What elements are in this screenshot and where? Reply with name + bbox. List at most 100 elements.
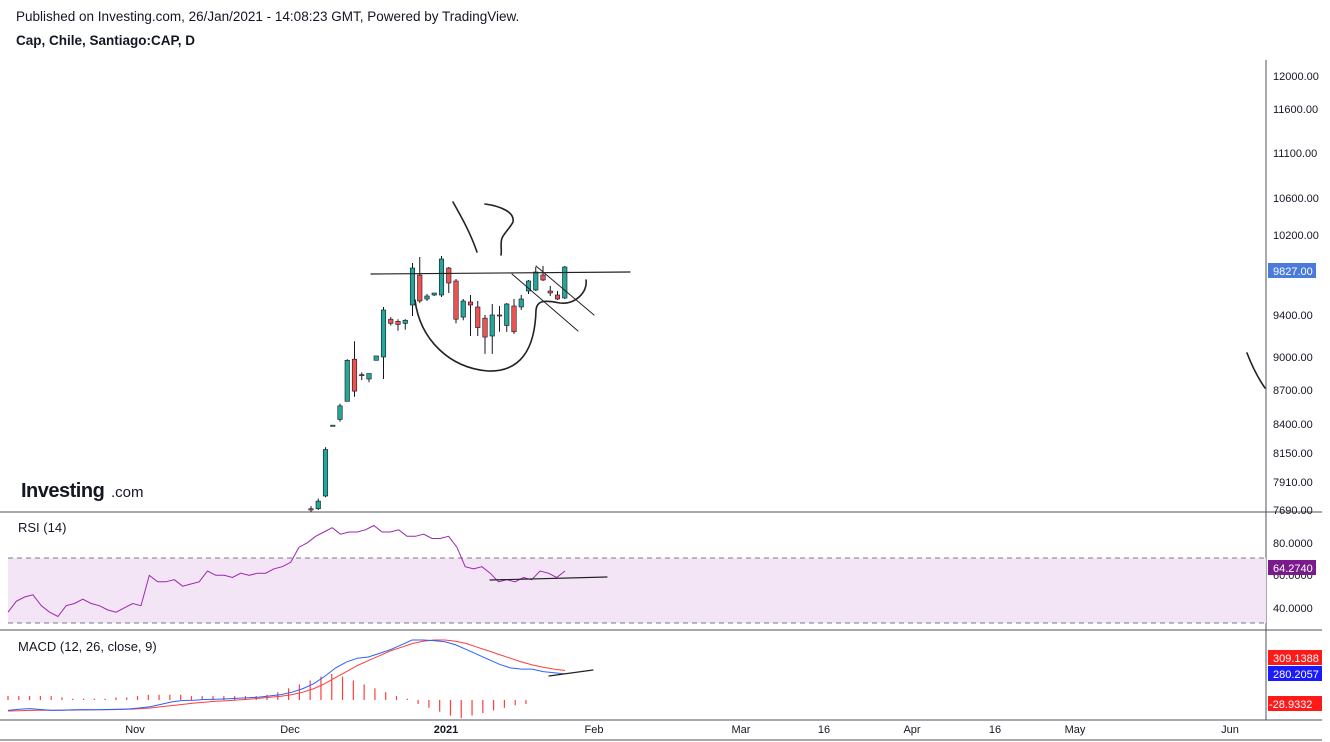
rsi-line xyxy=(7,524,566,618)
macd-title: MACD (12, 26, close, 9) xyxy=(18,639,157,654)
instrument-title: Cap, Chile, Santiago:CAP, D xyxy=(16,33,196,48)
rsi-series xyxy=(7,524,566,618)
candle-body-up xyxy=(380,309,387,358)
candle-body-up xyxy=(366,373,372,380)
candle-body-up xyxy=(373,355,379,361)
candle xyxy=(330,424,336,427)
last-price-badge xyxy=(1268,263,1316,278)
candle-body-up xyxy=(533,271,539,291)
candle-body-down xyxy=(547,290,553,294)
resistance-line[interactable] xyxy=(370,271,631,275)
candle xyxy=(380,307,387,379)
candle xyxy=(359,372,365,381)
candle-body-up xyxy=(431,292,437,296)
price-tick: 11100.00 xyxy=(1273,148,1317,160)
candle xyxy=(504,303,510,332)
price-tick: 9000.00 xyxy=(1273,352,1313,364)
price-tick: 7910.00 xyxy=(1273,477,1313,489)
candle-body-down xyxy=(446,267,452,284)
time-tick: Apr xyxy=(903,724,920,736)
candle-body-up xyxy=(409,267,416,306)
price-tick: 8700.00 xyxy=(1273,385,1313,397)
price-tick: 7690.00 xyxy=(1273,505,1313,517)
candle-body-down xyxy=(511,305,517,333)
candle-body-down xyxy=(496,314,503,317)
candle-body-up xyxy=(460,300,466,318)
price-tick: 10600.00 xyxy=(1273,193,1319,205)
candle xyxy=(482,315,488,354)
hist-value-badge xyxy=(1268,696,1322,711)
candle-body-down xyxy=(359,374,365,377)
candle xyxy=(431,292,437,296)
cup-handle-drawing[interactable] xyxy=(414,279,587,372)
signal-value-badge xyxy=(1268,650,1322,665)
candle-body-down xyxy=(308,508,314,511)
candle xyxy=(366,373,372,383)
rsi-value-badge xyxy=(1268,560,1316,575)
time-axis-labels: Nov Dec 2021 Feb Mar 16 Apr 16 May Jun xyxy=(125,724,1239,736)
candle xyxy=(518,295,524,310)
time-tick: 16 xyxy=(818,724,830,736)
candle xyxy=(554,291,561,300)
candle-body-down xyxy=(351,358,358,392)
annotation-stroke-right[interactable] xyxy=(1246,352,1266,389)
arrow-stroke-2[interactable] xyxy=(484,203,514,256)
candle-body-up xyxy=(504,303,510,326)
candle xyxy=(417,257,423,303)
candle xyxy=(337,403,343,422)
rsi-value: 64.2740 xyxy=(1273,563,1313,575)
candle xyxy=(373,355,379,361)
handle-trendline-1[interactable] xyxy=(511,273,579,332)
time-tick: Dec xyxy=(280,724,300,736)
candle xyxy=(344,359,350,402)
macd-value: 280.2057 xyxy=(1273,669,1319,681)
price-tick: 8400.00 xyxy=(1273,419,1313,431)
logo-suffix: .com xyxy=(111,484,144,501)
time-tick: Jun xyxy=(1221,724,1239,736)
candle-body-up xyxy=(562,266,568,299)
candle-body-up xyxy=(344,359,350,402)
candle-body-down xyxy=(453,280,459,320)
candle xyxy=(438,256,445,297)
candle-body-down xyxy=(482,317,488,338)
time-tick: Nov xyxy=(125,724,145,736)
handle-trendline-2[interactable] xyxy=(535,265,595,316)
macd-trendline[interactable] xyxy=(548,669,594,677)
candle-body-up xyxy=(330,424,336,427)
candle-body-up xyxy=(337,405,343,420)
time-tick: Feb xyxy=(585,724,604,736)
candle xyxy=(475,301,481,336)
candle-body-up xyxy=(489,314,495,337)
price-tick: 10200.00 xyxy=(1273,230,1319,242)
time-tick: 2021 xyxy=(434,724,458,736)
logo-main: Investing xyxy=(21,480,104,502)
price-axis-ticks: 12000.00 11600.00 11100.00 10600.00 1020… xyxy=(1273,71,1319,517)
hist-value: -28.9332 xyxy=(1269,699,1312,711)
candle xyxy=(409,263,416,317)
candle-body-up xyxy=(322,449,329,497)
rsi-support-line[interactable] xyxy=(489,576,608,581)
candle xyxy=(533,267,539,291)
candle-body-down xyxy=(475,306,481,328)
user-drawings[interactable] xyxy=(370,201,1266,677)
candle xyxy=(460,299,466,321)
rsi-band xyxy=(8,558,1266,623)
candle xyxy=(496,306,503,332)
candle-body-up xyxy=(424,295,430,300)
candle xyxy=(315,498,321,510)
candle-body-up xyxy=(402,319,408,324)
candle xyxy=(308,506,314,512)
candle xyxy=(322,447,329,498)
candle xyxy=(388,317,394,326)
macd-line xyxy=(7,639,566,711)
candle-body-up xyxy=(518,298,524,308)
candle xyxy=(351,341,358,397)
time-tick: May xyxy=(1065,724,1086,736)
arrow-stroke-1[interactable] xyxy=(452,201,478,253)
rsi-tick: 40.0000 xyxy=(1273,603,1313,615)
candle-body-up xyxy=(315,500,321,510)
published-caption: Published on Investing.com, 26/Jan/2021 … xyxy=(16,9,520,24)
price-tick: 8150.00 xyxy=(1273,448,1313,460)
macd-value-badge xyxy=(1268,666,1322,681)
